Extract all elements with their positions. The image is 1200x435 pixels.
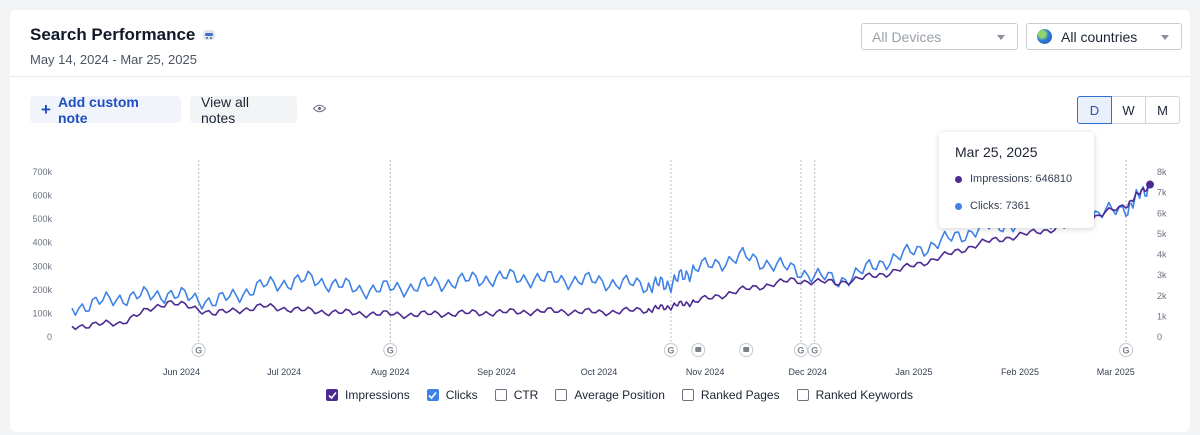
right-axis-tick-label: 5k: [1157, 229, 1167, 239]
x-axis-month-label: Sep 2024: [477, 367, 516, 377]
globe-icon: [1037, 29, 1052, 44]
google-note-icon-glyph: G: [811, 346, 818, 356]
right-axis-tick-label: 1k: [1157, 311, 1167, 321]
countries-select[interactable]: All countries: [1026, 23, 1182, 50]
x-axis-month-label: Jan 2025: [895, 367, 932, 377]
chart-tooltip: Mar 25, 2025 Impressions: 646810 Clicks:…: [939, 132, 1094, 228]
search-performance-card: Search Performance May 14, 2024 - Mar 25…: [10, 10, 1190, 432]
legend-label: Clicks: [445, 388, 478, 402]
legend-label: Impressions: [345, 388, 410, 402]
custom-note-icon-glyph: [743, 347, 750, 352]
tooltip-clicks: Clicks: 7361: [970, 200, 1030, 212]
left-axis-tick-label: 300k: [32, 261, 52, 271]
tooltip-impressions: Impressions: 646810: [970, 173, 1073, 185]
checkbox-unchecked-icon[interactable]: [681, 389, 694, 401]
tooltip-impressions-row: Impressions: 646810: [955, 173, 1078, 185]
google-note-icon: [793, 343, 808, 357]
countries-select-value: All countries: [1061, 28, 1138, 45]
page-title: Search Performance: [30, 25, 217, 45]
google-note-icon: [807, 343, 822, 357]
left-axis-tick-label: 400k: [32, 238, 52, 248]
clicks-dot-icon: [955, 202, 962, 210]
right-axis-tick-label: 6k: [1157, 208, 1167, 218]
x-axis-month-label: Mar 2025: [1097, 367, 1135, 377]
view-all-notes-button[interactable]: View all notes: [190, 93, 297, 126]
left-axis-tick-label: 100k: [32, 308, 52, 318]
x-axis-month-label: Dec 2024: [789, 367, 828, 377]
add-note-label: Add custom note: [57, 93, 139, 126]
legend-label: CTR: [513, 388, 539, 402]
checkbox-checked-icon[interactable]: [326, 389, 338, 401]
google-note-icon: [191, 343, 206, 357]
left-axis-tick-label: 200k: [32, 285, 52, 295]
add-custom-note-button[interactable]: + Add custom note: [30, 93, 181, 126]
x-axis-month-label: Jun 2024: [163, 367, 200, 377]
tooltip-date: Mar 25, 2025: [955, 144, 1038, 160]
impressions-dot-icon: [955, 175, 962, 183]
google-note-icon-glyph: G: [797, 346, 804, 356]
legend-label: Average Position: [574, 388, 665, 402]
right-axis-tick-label: 7k: [1157, 188, 1167, 198]
checkbox-unchecked-icon[interactable]: [494, 389, 507, 401]
left-axis-tick-label: 500k: [32, 214, 52, 224]
tooltip-clicks-row: Clicks: 7361: [955, 200, 1078, 212]
x-axis-month-label: Oct 2024: [581, 367, 618, 377]
header-divider: [10, 76, 1190, 77]
legend-ctr[interactable]: CTR: [494, 388, 539, 402]
info-badge-icon[interactable]: [201, 27, 217, 43]
left-axis-tick-label: 700k: [32, 167, 52, 177]
checkbox-unchecked-icon[interactable]: [555, 389, 568, 401]
right-axis-tick-label: 2k: [1157, 291, 1167, 301]
legend-clicks[interactable]: Clicks: [426, 388, 478, 402]
granularity-month[interactable]: M: [1145, 96, 1180, 124]
granularity-day[interactable]: D: [1077, 96, 1112, 124]
legend-impressions[interactable]: Impressions: [326, 388, 410, 402]
right-axis-tick-label: 3k: [1157, 270, 1167, 280]
google-note-icon: [1119, 343, 1134, 357]
x-axis-month-label: Aug 2024: [371, 367, 410, 377]
google-note-icon: [663, 343, 678, 357]
x-axis-month-label: Nov 2024: [686, 367, 725, 377]
legend-label: Ranked Keywords: [815, 388, 913, 402]
checkbox-unchecked-icon[interactable]: [796, 389, 809, 401]
chevron-down-icon: [997, 35, 1005, 40]
google-note-icon: [383, 343, 398, 357]
impressions-series-line: [71, 183, 1151, 331]
chart-legend: Impressions Clicks CTR Average Position …: [326, 388, 930, 402]
legend-ranked-keywords[interactable]: Ranked Keywords: [796, 388, 913, 402]
chevron-down-icon: [1161, 35, 1169, 40]
impressions-endpoint-dot: [1146, 180, 1154, 189]
x-axis-month-label: Feb 2025: [1001, 367, 1039, 377]
legend-label: Ranked Pages: [700, 388, 780, 402]
left-axis-tick-label: 0: [47, 332, 52, 342]
google-note-icon-glyph: G: [195, 346, 202, 356]
google-note-icon-glyph: G: [1123, 346, 1130, 356]
legend-average-position[interactable]: Average Position: [555, 388, 665, 402]
x-axis-month-label: Jul 2024: [267, 367, 301, 377]
devices-select-value: All Devices: [872, 28, 942, 45]
legend-ranked-pages[interactable]: Ranked Pages: [681, 388, 780, 402]
right-axis-tick-label: 4k: [1157, 250, 1167, 260]
date-range: May 14, 2024 - Mar 25, 2025: [30, 52, 197, 67]
right-axis-tick-label: 0: [1157, 332, 1162, 342]
right-axis-tick-label: 8k: [1157, 167, 1167, 177]
eye-icon[interactable]: [313, 104, 326, 113]
google-note-icon-glyph: G: [387, 346, 394, 356]
left-axis-tick-label: 600k: [32, 191, 52, 201]
custom-note-icon-glyph: [695, 347, 702, 352]
google-note-icon-glyph: G: [667, 346, 674, 356]
view-notes-label: View all notes: [201, 93, 249, 126]
granularity-toggle: D W M: [1077, 96, 1180, 124]
plus-icon: +: [41, 99, 51, 119]
devices-select[interactable]: All Devices: [861, 23, 1018, 50]
granularity-week[interactable]: W: [1111, 96, 1146, 124]
title-text: Search Performance: [30, 25, 196, 44]
checkbox-checked-icon[interactable]: [426, 389, 439, 401]
